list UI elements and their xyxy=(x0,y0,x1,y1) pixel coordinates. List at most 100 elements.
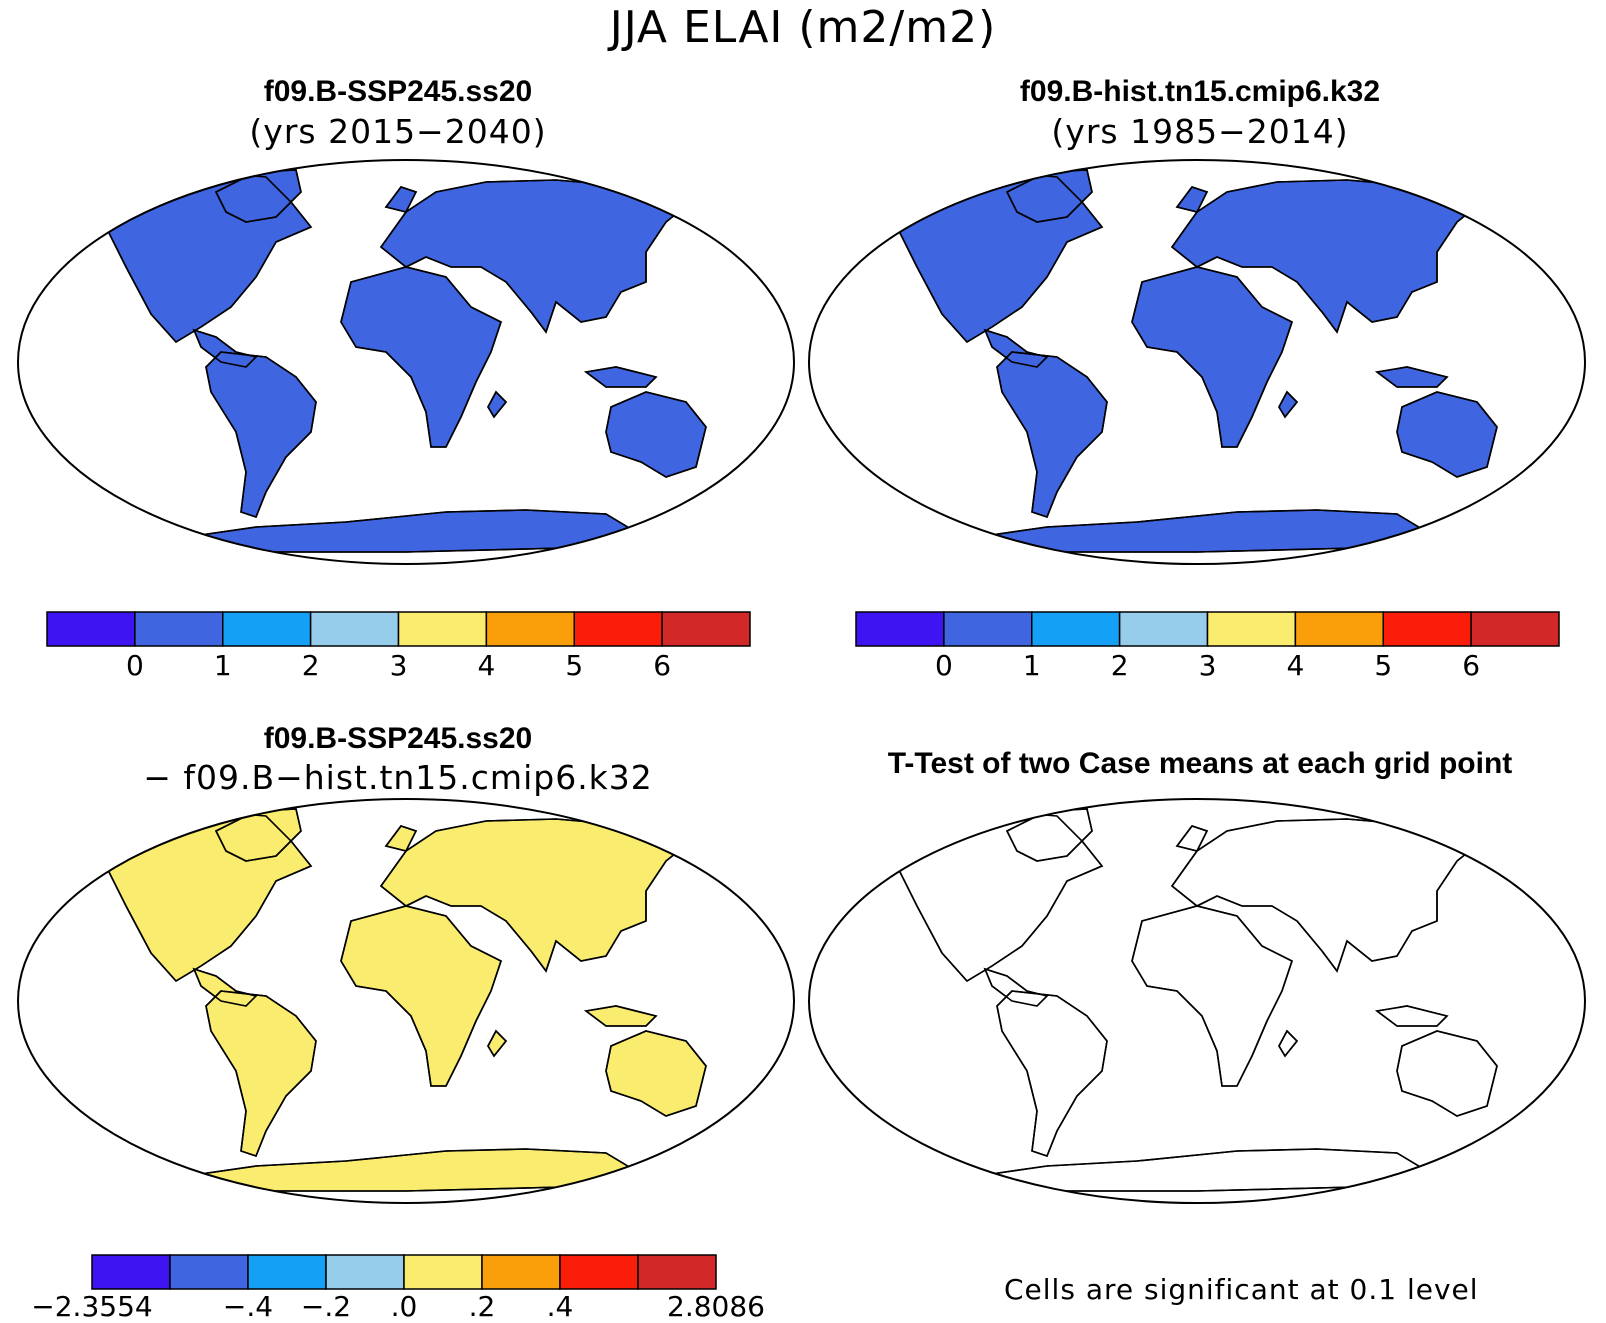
significant-cell xyxy=(880,1061,892,1069)
colorbar-swatch xyxy=(1031,611,1121,647)
significant-cell xyxy=(1351,1054,1360,1062)
field-cell xyxy=(360,176,367,183)
field-cell xyxy=(1331,445,1341,451)
field-cell xyxy=(1061,288,1070,296)
significant-cell xyxy=(1433,951,1441,960)
field-cell xyxy=(600,332,611,337)
field-cell xyxy=(322,951,331,959)
significant-cell xyxy=(1172,866,1182,874)
field-cell xyxy=(105,243,110,249)
significant-cell xyxy=(1460,864,1468,874)
field-cell xyxy=(367,826,378,831)
significant-cell xyxy=(933,818,946,825)
field-cell xyxy=(245,943,256,951)
colorbar-tick-label: 0 xyxy=(126,649,144,682)
field-cell xyxy=(481,1030,491,1038)
field-cell xyxy=(942,482,948,486)
field-cell xyxy=(1475,247,1483,255)
significant-cell xyxy=(1439,1118,1446,1127)
field-cell xyxy=(325,1093,331,1097)
significant-cell xyxy=(1062,984,1076,991)
field-cell xyxy=(395,1100,402,1105)
colorbar-swatch xyxy=(403,1254,483,1290)
field-cell xyxy=(379,1085,387,1093)
field-cell xyxy=(446,820,457,826)
field-cell xyxy=(992,474,1000,480)
field-cell xyxy=(341,1107,353,1115)
significant-cell xyxy=(1157,874,1169,882)
field-cell xyxy=(613,456,622,461)
field-cell xyxy=(565,1010,573,1015)
significant-cell xyxy=(973,1126,985,1132)
field-cell xyxy=(1005,404,1010,409)
significant-cell xyxy=(964,1057,974,1066)
field-cell xyxy=(325,843,335,851)
field-cell xyxy=(150,177,160,184)
field-cell xyxy=(103,848,110,855)
significant-cell xyxy=(1254,811,1262,819)
field-cell xyxy=(663,182,674,187)
field-cell xyxy=(120,838,129,843)
significant-cell xyxy=(1324,812,1334,820)
field-cell xyxy=(970,365,975,371)
field-cell xyxy=(99,343,109,348)
significant-cell xyxy=(1484,876,1494,881)
significant-cell xyxy=(1346,953,1357,960)
significant-cell xyxy=(1471,973,1482,979)
field-cell xyxy=(273,945,283,952)
field-cell xyxy=(145,1025,154,1030)
field-cell xyxy=(323,426,334,430)
field-cell xyxy=(644,349,654,354)
field-cell xyxy=(466,1073,472,1080)
field-cell xyxy=(347,371,355,375)
field-cell xyxy=(88,831,93,840)
significant-cell xyxy=(1264,1055,1271,1065)
field-cell xyxy=(392,1021,401,1027)
field-cell xyxy=(932,318,938,324)
field-cell xyxy=(169,403,179,408)
field-cell xyxy=(705,176,706,182)
significant-cell xyxy=(1253,921,1264,928)
field-cell xyxy=(1061,298,1070,303)
field-cell xyxy=(590,1059,598,1068)
field-cell xyxy=(263,915,270,923)
field-core xyxy=(1483,362,1497,372)
field-cell xyxy=(1374,472,1384,480)
field-cell xyxy=(487,1011,497,1019)
field-cell xyxy=(525,479,532,485)
significant-cell xyxy=(1281,1066,1287,1074)
field-cell xyxy=(171,811,182,817)
significant-cell xyxy=(921,816,929,824)
field-cell xyxy=(270,1123,276,1129)
field-cell xyxy=(1310,311,1320,317)
colorbar-tick-label: .0 xyxy=(391,1290,418,1323)
significant-cell xyxy=(1012,958,1024,967)
field-cell xyxy=(897,349,906,355)
field-cell xyxy=(688,819,695,825)
significant-cell xyxy=(892,892,901,900)
field-cell xyxy=(292,469,302,473)
significant-cell xyxy=(952,823,962,832)
field-cell xyxy=(692,173,701,181)
field-cell xyxy=(291,927,297,931)
significant-cell xyxy=(1109,993,1116,1003)
field-cell xyxy=(1161,468,1169,473)
field-cell xyxy=(1462,246,1468,253)
field-cell xyxy=(1159,363,1165,371)
significant-cell xyxy=(1363,1019,1370,1027)
panel1-title: f09.B-SSP245.ss20 xyxy=(263,75,533,108)
field-cell xyxy=(118,999,124,1004)
field-cell xyxy=(366,1106,373,1113)
significant-cell xyxy=(1466,877,1480,887)
field-ring xyxy=(1437,297,1477,327)
significant-cell xyxy=(886,1096,897,1103)
map-frame xyxy=(17,159,795,565)
field-cell xyxy=(468,411,476,419)
field-cell xyxy=(551,975,557,980)
field-cell xyxy=(617,962,624,967)
significant-cell xyxy=(1467,819,1473,827)
field-cell xyxy=(296,973,303,981)
significant-cell xyxy=(1446,883,1456,891)
field-cell xyxy=(115,1041,125,1049)
significant-cell xyxy=(891,940,904,949)
